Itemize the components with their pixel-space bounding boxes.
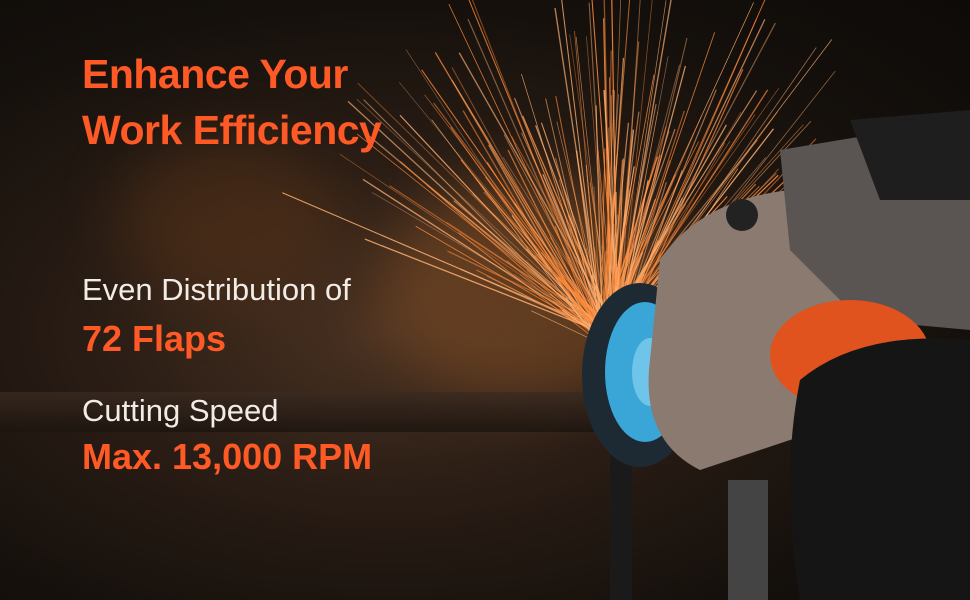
feature-2-label: Cutting Speed: [82, 393, 279, 428]
headline: Enhance Your Work Efficiency: [82, 46, 382, 158]
gloved-hand: [790, 338, 970, 600]
spark: [458, 232, 603, 345]
feature-1-value: 72 Flaps: [82, 318, 227, 359]
spark: [389, 185, 616, 335]
spark: [282, 192, 606, 332]
metal-workpiece: [0, 392, 620, 432]
spark: [618, 0, 641, 331]
spark: [615, 0, 766, 335]
spark: [357, 82, 616, 335]
spark: [595, 105, 604, 342]
spark: [561, 0, 604, 340]
spark: [591, 0, 618, 337]
spark: [431, 119, 603, 349]
spindle-lock-button: [726, 199, 758, 231]
spark: [405, 49, 601, 347]
spark: [485, 176, 605, 332]
grinder-body: [850, 110, 970, 200]
spark: [398, 82, 609, 338]
spark: [458, 52, 620, 336]
feature-1-label: Even Distribution of: [82, 272, 351, 307]
spark: [468, 0, 608, 337]
background-glow: [120, 140, 340, 300]
spark: [339, 153, 619, 341]
headline-line-2: Work Efficiency: [82, 107, 382, 153]
spark: [362, 178, 604, 336]
spark: [400, 161, 605, 342]
stand-post: [728, 480, 768, 600]
spark: [540, 122, 616, 341]
spark: [514, 97, 612, 340]
spark: [606, 74, 655, 332]
spark: [614, 0, 667, 345]
vise-screw: [610, 440, 632, 600]
headline-line-1: Enhance Your: [82, 51, 348, 97]
spark: [616, 56, 669, 331]
spark: [364, 238, 614, 338]
spark: [602, 0, 631, 336]
spark: [575, 36, 609, 335]
spark: [460, 159, 604, 337]
feature-2-value: Max. 13,000 RPM: [82, 436, 373, 477]
spark: [363, 99, 604, 340]
spark: [451, 80, 606, 334]
spark: [448, 3, 604, 333]
